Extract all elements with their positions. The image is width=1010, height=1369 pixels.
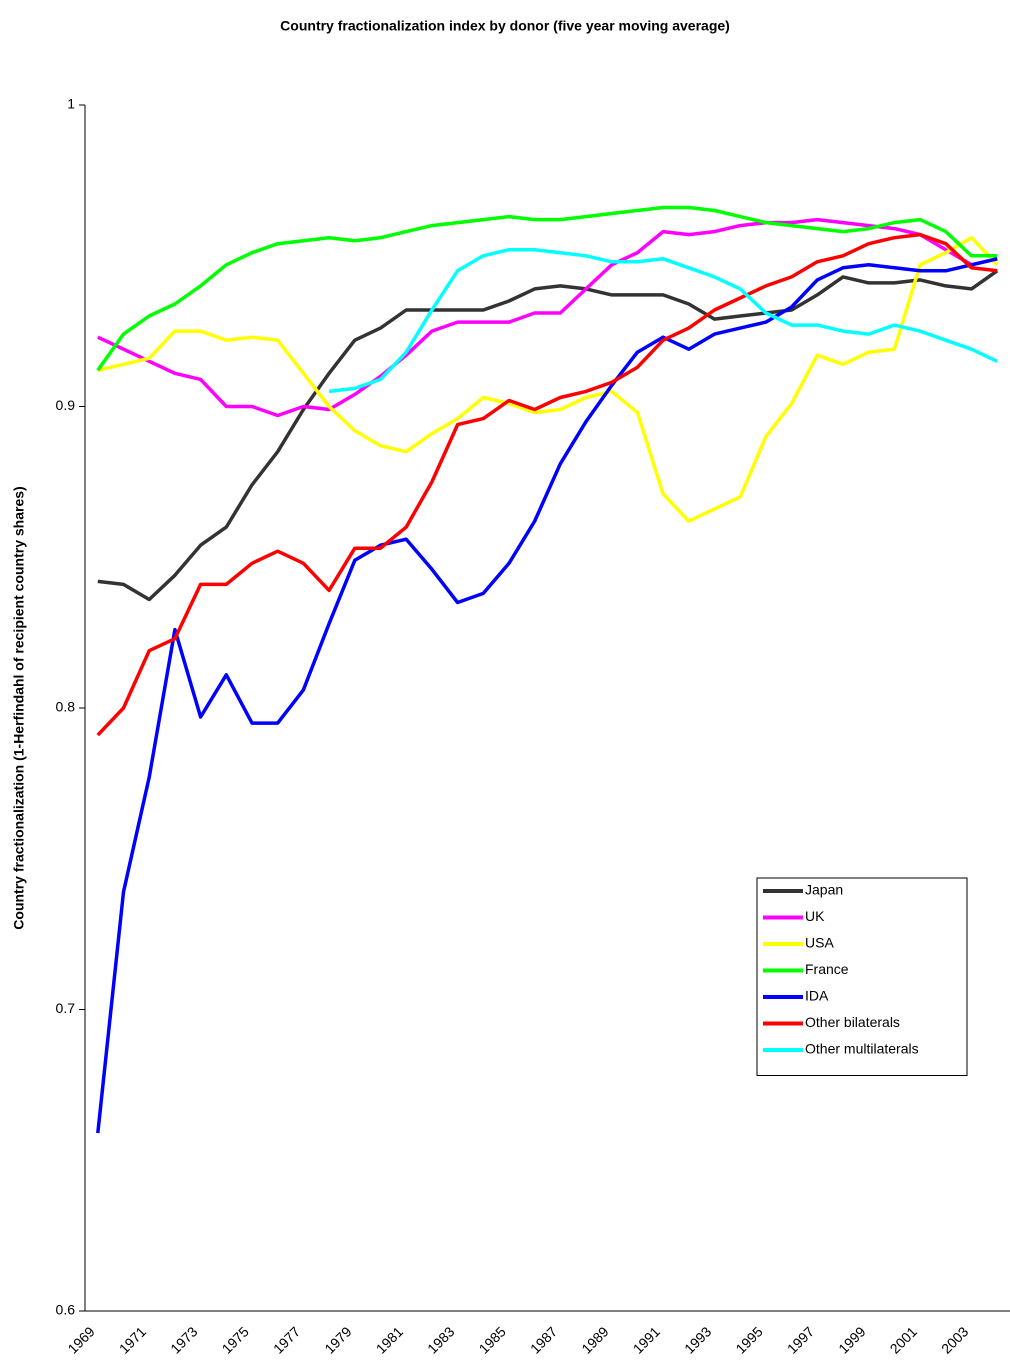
series-line (96, 257, 998, 1134)
x-tick-label: 1969 (64, 1323, 97, 1356)
y-tick-label: 0.7 (56, 1000, 76, 1016)
legend-label: UK (805, 908, 825, 924)
series-line (96, 232, 998, 737)
x-tick-label: 1985 (476, 1323, 509, 1356)
series-line (96, 205, 998, 372)
x-tick-label: 2003 (938, 1323, 971, 1356)
x-tick-label: 1975 (219, 1323, 252, 1356)
y-tick-label: 1 (67, 96, 75, 112)
legend-box (756, 877, 968, 1076)
x-tick-label: 2001 (887, 1323, 920, 1356)
y-tick-label: 0.8 (56, 699, 76, 715)
series-line (328, 247, 998, 394)
y-tick-label: 0.6 (56, 1302, 76, 1318)
x-tick-label: 1995 (732, 1323, 765, 1356)
x-tick-label: 1999 (835, 1323, 868, 1356)
y-tick-label: 0.9 (56, 397, 76, 413)
x-tick-label: 1987 (527, 1323, 560, 1356)
legend-label: USA (805, 935, 834, 951)
legend-label: IDA (805, 988, 829, 1004)
x-tick-label: 1989 (578, 1323, 611, 1356)
series-line (97, 235, 999, 523)
legend-label: France (805, 961, 849, 977)
chart-title: Country fractionalization index by donor… (280, 18, 730, 34)
series-line (97, 217, 998, 418)
legend-label: Other bilaterals (805, 1014, 900, 1030)
x-tick-label: 1997 (784, 1323, 817, 1356)
x-tick-label: 1977 (270, 1323, 303, 1356)
legend-label: Japan (805, 882, 843, 898)
x-tick-label: 1983 (424, 1323, 457, 1356)
y-axis-label: Country fractionalization (1-Herfindahl … (11, 486, 27, 929)
legend-label: Other multilaterals (805, 1041, 919, 1057)
x-tick-label: 1979 (321, 1323, 354, 1356)
x-tick-label: 1981 (373, 1323, 406, 1356)
x-tick-label: 1993 (681, 1323, 714, 1356)
x-tick-label: 1973 (167, 1323, 200, 1356)
x-tick-label: 1971 (116, 1323, 149, 1356)
x-tick-label: 1991 (630, 1323, 663, 1356)
series-line (97, 269, 999, 602)
